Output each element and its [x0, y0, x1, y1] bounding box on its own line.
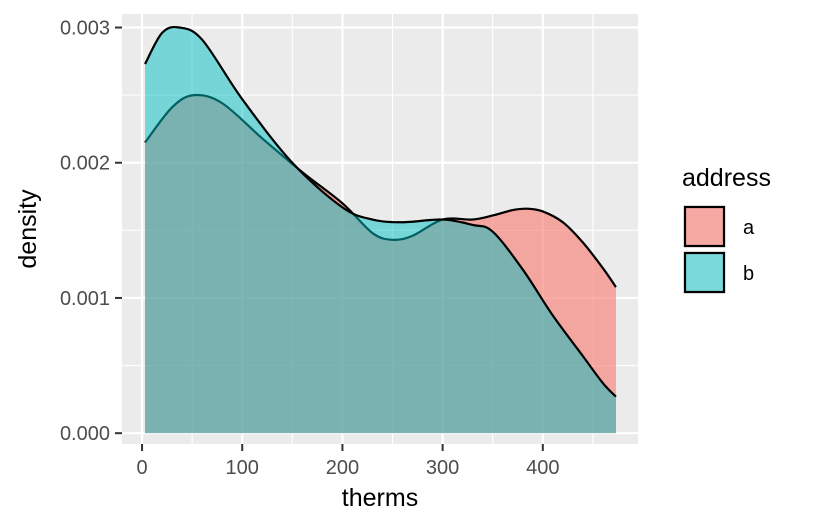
y-axis: 0.000 0.001 0.002 0.003: [60, 18, 122, 445]
x-tick-label: 300: [426, 457, 459, 479]
x-axis-title: therms: [342, 484, 418, 512]
density-line-b: [144, 25, 617, 398]
legend-title: address: [682, 164, 771, 192]
legend-key-b: [683, 251, 726, 294]
y-axis-title: density: [14, 189, 42, 269]
legend-label-a: a: [743, 217, 755, 239]
legend-key-a: [683, 205, 726, 248]
density-areas: [144, 25, 617, 434]
x-tick-label: 400: [526, 457, 559, 479]
legend-keys: ab: [683, 205, 755, 294]
y-tick-label: 0.001: [60, 288, 110, 310]
x-tick-label: 200: [326, 457, 359, 479]
x-tick-label: 100: [226, 457, 259, 479]
x-tick-label: 0: [136, 457, 147, 479]
legend: address ab: [682, 164, 771, 294]
y-tick-label: 0.003: [60, 18, 110, 40]
y-tick-label: 0.002: [60, 153, 110, 175]
y-tick-label: 0.000: [60, 423, 110, 445]
legend-label-b: b: [743, 263, 754, 285]
density-area-b: [145, 27, 616, 434]
x-axis: 0 100 200 300 400: [136, 444, 560, 479]
